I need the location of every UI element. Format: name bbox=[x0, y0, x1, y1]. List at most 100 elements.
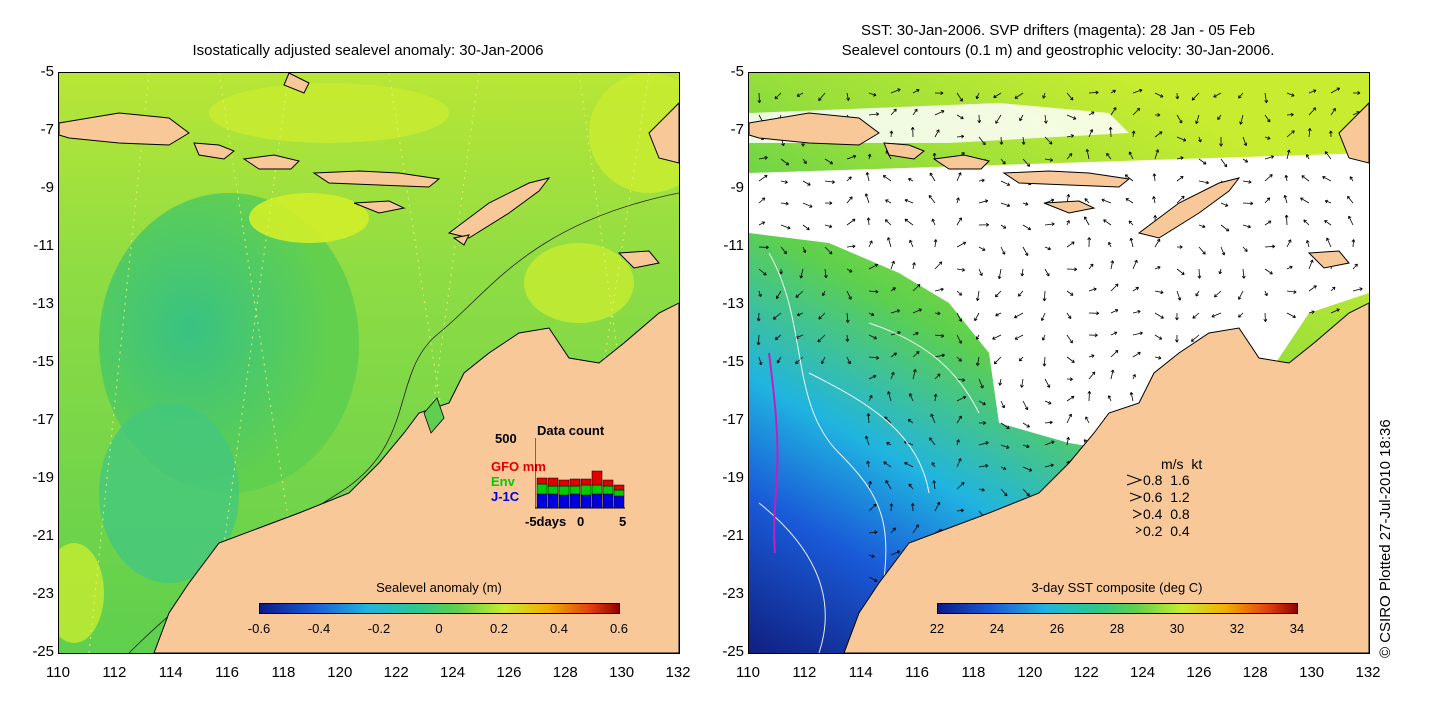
velocity-arrow bbox=[1176, 245, 1183, 249]
velocity-arrow bbox=[1106, 153, 1112, 160]
y-tick-label: -19 bbox=[32, 469, 54, 486]
velocity-arrow bbox=[1211, 312, 1222, 318]
x-tick-label: 128 bbox=[552, 664, 578, 681]
velocity-arrow bbox=[978, 178, 985, 183]
velocity-arrow bbox=[886, 442, 892, 446]
histogram-bar bbox=[558, 494, 570, 509]
velocity-arrow bbox=[978, 268, 983, 277]
velocity-arrow bbox=[1347, 195, 1354, 204]
velocity-arrow bbox=[1044, 246, 1051, 251]
velocity-arrow bbox=[904, 198, 914, 204]
velocity-arrow bbox=[1088, 111, 1095, 116]
velocity-arrow bbox=[824, 224, 833, 229]
velocity-arrow bbox=[1264, 92, 1269, 104]
velocity-arrow bbox=[1324, 151, 1332, 160]
colorbar-tick-label: 22 bbox=[929, 621, 945, 636]
colorbar-tick-label: 28 bbox=[1109, 621, 1125, 636]
velocity-arrow bbox=[1308, 259, 1314, 270]
velocity-arrow bbox=[1088, 129, 1094, 138]
velocity-arrow bbox=[1242, 136, 1248, 146]
velocity-arrow bbox=[1088, 287, 1097, 292]
velocity-arrow bbox=[1326, 237, 1332, 248]
velocity-arrow bbox=[1018, 356, 1024, 362]
velocity-arrow bbox=[846, 92, 850, 101]
bali-lombok-island bbox=[883, 142, 925, 160]
velocity-arrow bbox=[845, 334, 850, 342]
velocity-arrow bbox=[772, 312, 782, 320]
velocity-arrow bbox=[1088, 311, 1100, 316]
velocity-arrow bbox=[1088, 371, 1096, 380]
histogram-bar bbox=[591, 470, 603, 486]
velocity-arrow bbox=[890, 287, 896, 292]
velocity-arrow bbox=[1084, 198, 1090, 204]
velocity-arrow bbox=[1101, 198, 1112, 204]
velocity-arrow bbox=[956, 241, 967, 248]
velocity-arrow bbox=[1044, 420, 1053, 425]
velocity-arrow bbox=[933, 239, 938, 248]
velocity-arrow bbox=[1110, 331, 1118, 336]
sumbawa-island bbox=[242, 154, 300, 170]
velocity-arrow bbox=[912, 108, 918, 116]
velocity-arrow bbox=[1021, 136, 1026, 145]
velocity-arrow bbox=[956, 114, 964, 120]
velocity-arrow bbox=[1154, 113, 1161, 117]
velocity-arrow bbox=[1238, 92, 1244, 99]
velocity-arrow bbox=[890, 550, 901, 556]
velocity-arrow bbox=[1066, 377, 1073, 382]
velocity-arrow bbox=[1213, 290, 1222, 298]
histogram-bar bbox=[558, 479, 570, 487]
velocity-arrow bbox=[956, 458, 962, 468]
velocity-arrow bbox=[997, 268, 1002, 280]
x-tick-label: 114 bbox=[848, 664, 873, 681]
velocity-arrow bbox=[1154, 149, 1160, 160]
velocity-arrow bbox=[1306, 154, 1310, 160]
y-tick-label: -25 bbox=[32, 643, 54, 660]
velocity-arrow bbox=[756, 312, 761, 322]
y-tick-label: -5 bbox=[730, 63, 744, 80]
velocity-arrow bbox=[758, 221, 766, 226]
velocity-arrow bbox=[845, 312, 850, 323]
x-tick-label: 118 bbox=[961, 664, 986, 681]
velocity-arrow bbox=[1220, 224, 1230, 232]
velocity-arrow bbox=[818, 92, 826, 102]
velocity-arrow bbox=[978, 400, 986, 406]
velocity-arrow bbox=[928, 194, 936, 204]
velocity-arrow bbox=[795, 290, 804, 298]
velocity-arrow bbox=[929, 437, 936, 446]
velocity-arrow bbox=[1242, 180, 1252, 184]
tanimbar-island bbox=[617, 250, 660, 269]
velocity-arrow bbox=[1066, 436, 1070, 446]
data-count-xtick-zero: 0 bbox=[577, 514, 585, 529]
velocity-arrow bbox=[864, 193, 870, 204]
velocity-arrow bbox=[1264, 155, 1275, 160]
velocity-arrow bbox=[1124, 174, 1134, 182]
right-colorbar-label: 3-day SST composite (deg C) bbox=[1031, 580, 1203, 595]
velocity-arrow bbox=[1088, 333, 1098, 338]
velocity-arrow bbox=[780, 201, 789, 206]
velocity-arrow bbox=[1239, 114, 1244, 125]
histogram-bar bbox=[536, 493, 548, 509]
velocity-arrow bbox=[933, 393, 938, 402]
velocity-arrow bbox=[1284, 174, 1289, 182]
velocity-arrow bbox=[909, 239, 914, 248]
velocity-arrow bbox=[1066, 356, 1075, 363]
velocity-arrow bbox=[868, 480, 872, 490]
velocity-arrow bbox=[1103, 219, 1112, 226]
velocity-arrow bbox=[780, 224, 791, 230]
velocity-arrow bbox=[889, 130, 894, 138]
plot-credit: © CSIRO Plotted 27-Jul-2010 18:36 bbox=[1377, 419, 1394, 658]
y-tick-label: -9 bbox=[40, 179, 54, 196]
timor-island bbox=[1137, 177, 1241, 239]
legend-env: Env bbox=[491, 474, 515, 489]
velocity-arrow bbox=[978, 378, 984, 389]
velocity-arrow bbox=[1330, 308, 1340, 314]
y-tick-label: -13 bbox=[722, 295, 744, 312]
velocity-arrow bbox=[956, 267, 966, 272]
velocity-arrow bbox=[1154, 312, 1164, 319]
velocity-arrow bbox=[1152, 196, 1156, 204]
velocity-arrow bbox=[1129, 392, 1134, 402]
velocity-arrow bbox=[868, 312, 875, 317]
velocity-arrow bbox=[908, 177, 914, 182]
velocity-arrow bbox=[1022, 202, 1029, 206]
velocity-arrow bbox=[868, 112, 880, 117]
